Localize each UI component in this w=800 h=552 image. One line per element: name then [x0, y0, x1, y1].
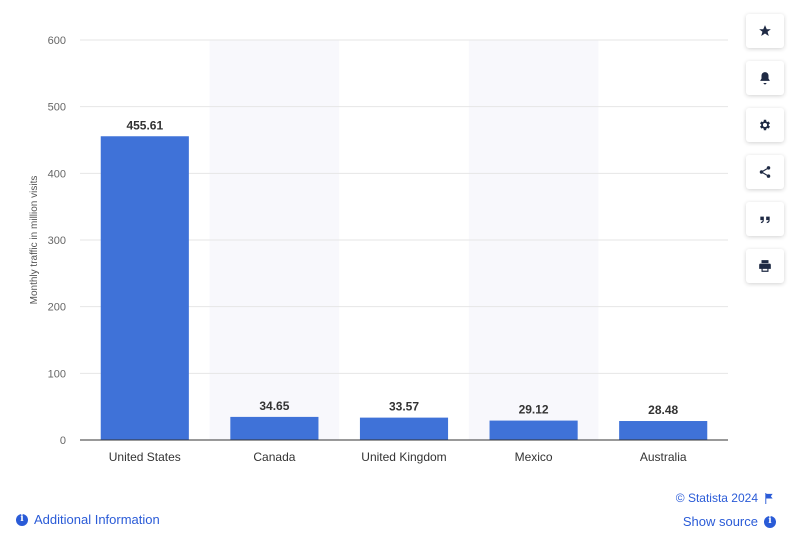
share-icon [759, 166, 771, 178]
show-source-link[interactable]: Show source i [683, 514, 776, 529]
x-tick-label: Mexico [515, 450, 553, 464]
settings-button[interactable] [746, 108, 784, 142]
y-tick-label: 200 [48, 302, 66, 314]
y-axis-title: Monthly traffic in million visits [29, 176, 40, 305]
additional-information-link[interactable]: i Additional Information [16, 512, 160, 527]
y-tick-label: 300 [48, 235, 66, 247]
notification-button[interactable] [746, 61, 784, 95]
data-label: 455.61 [126, 118, 163, 132]
copyright-link[interactable]: © Statista 2024 [676, 491, 774, 505]
data-label: 29.12 [519, 403, 549, 417]
data-label: 34.65 [259, 399, 289, 413]
data-label: 33.57 [389, 400, 419, 414]
print-button[interactable] [746, 249, 784, 283]
gear-icon [760, 119, 770, 131]
bell-icon [760, 72, 770, 85]
show-source-label: Show source [682, 514, 758, 529]
favorite-button[interactable] [746, 14, 784, 48]
bar [489, 420, 578, 440]
copyright-text: © Statista 2024 [675, 491, 758, 505]
data-label: 28.48 [648, 403, 678, 417]
quote-icon [760, 216, 770, 224]
chart-toolbar [746, 14, 784, 296]
flag-icon [765, 492, 773, 504]
x-tick-label: United States [109, 450, 181, 464]
y-tick-label: 600 [48, 35, 66, 47]
x-tick-label: United Kingdom [361, 450, 446, 464]
y-tick-label: 400 [48, 168, 66, 180]
bar [359, 417, 449, 440]
bar [619, 421, 708, 440]
info-icon: i [764, 515, 776, 528]
y-tick-label: 100 [48, 368, 66, 380]
info-icon: i [16, 513, 28, 526]
print-icon [759, 260, 771, 272]
star-icon [759, 25, 771, 36]
bar-chart: 0 100 200 300 400 500 600 455.61 34.65 33.57 29.1… [29, 35, 728, 464]
y-tick-label: 0 [60, 435, 66, 447]
bar [230, 416, 319, 440]
cite-button[interactable] [746, 202, 784, 236]
x-tick-label: Australia [640, 450, 687, 464]
x-tick-label: Canada [253, 450, 295, 464]
share-button[interactable] [746, 155, 784, 189]
y-tick-label: 500 [48, 102, 66, 114]
additional-information-label: Additional Information [34, 512, 160, 527]
bar [100, 136, 189, 440]
